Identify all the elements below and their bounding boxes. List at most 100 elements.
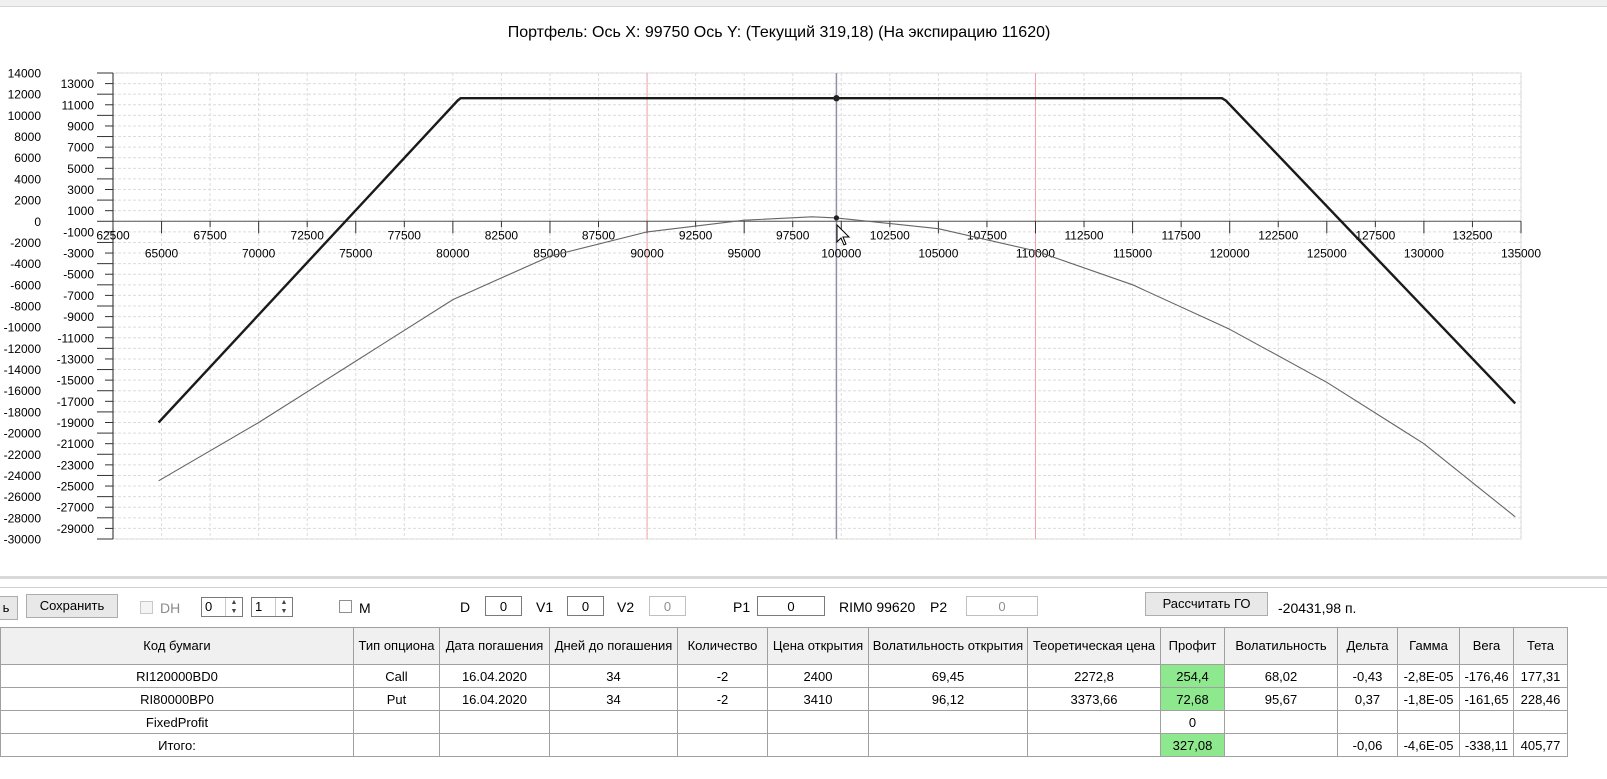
column-header[interactable]: Вега (1459, 627, 1514, 665)
table-cell[interactable] (1459, 710, 1514, 734)
table-cell[interactable] (1027, 710, 1161, 734)
m-checkbox[interactable] (339, 600, 352, 613)
table-cell[interactable] (767, 710, 869, 734)
table-row[interactable]: FixedProfit 0 (0, 710, 1568, 734)
table-cell[interactable]: -176,46 (1459, 664, 1514, 688)
column-header[interactable]: Цена открытия (767, 627, 869, 665)
p1-input[interactable] (757, 596, 825, 616)
table-cell[interactable]: -2 (677, 687, 768, 711)
table-cell[interactable] (353, 710, 440, 734)
column-header[interactable]: Дней до погашения (549, 627, 678, 665)
x-tick-label: 117500 (1162, 228, 1201, 242)
y-tick-label: -2000 (10, 236, 41, 250)
y-tick-label: 13000 (61, 77, 95, 91)
table-cell[interactable] (677, 710, 768, 734)
table-cell[interactable]: FixedProfit (0, 710, 354, 734)
table-cell[interactable]: RI120000BD0 (0, 664, 354, 688)
y-tick-label: -20000 (4, 427, 42, 441)
table-cell[interactable]: 254,4 (1160, 664, 1225, 688)
table-cell[interactable]: -2 (677, 664, 768, 688)
table-cell[interactable]: 0,37 (1337, 687, 1398, 711)
column-header[interactable]: Количество (677, 627, 768, 665)
table-cell[interactable]: -4,6E-05 (1397, 733, 1460, 757)
column-header[interactable]: Гамма (1397, 627, 1460, 665)
table-cell[interactable]: 2272,8 (1027, 664, 1161, 688)
x-tick-label: 85000 (533, 246, 567, 260)
table-cell[interactable] (1224, 710, 1338, 734)
table-cell[interactable]: 327,08 (1160, 733, 1225, 757)
v1-input[interactable] (567, 596, 604, 616)
spin-input-2[interactable]: 1 ▲ ▼ (251, 597, 293, 617)
table-cell[interactable] (677, 733, 768, 757)
table-row[interactable]: RI80000BP0 Put 16.04.2020 34 -2 3410 96,12 3373… (0, 687, 1568, 711)
payoff-chart[interactable]: Портфель: Ось X: 99750 Ось Y: (Текущий 3… (0, 6, 1607, 574)
table-cell[interactable]: -0,06 (1337, 733, 1398, 757)
table-cell[interactable]: 177,31 (1513, 664, 1568, 688)
table-cell[interactable]: 72,68 (1160, 687, 1225, 711)
table-cell[interactable]: Call (353, 664, 440, 688)
spin-arrows-icon[interactable]: ▲ ▼ (225, 598, 242, 616)
table-cell[interactable] (439, 733, 550, 757)
d-input[interactable] (485, 596, 522, 616)
p2-input[interactable] (966, 596, 1038, 616)
table-cell[interactable]: 3410 (767, 687, 869, 711)
table-cell[interactable]: 16.04.2020 (439, 687, 550, 711)
table-cell[interactable]: 34 (549, 687, 678, 711)
splitter[interactable] (0, 576, 1607, 579)
table-row[interactable]: Итого: 327,08 -0,06 -4,6E-05 -338,11 405,77 (0, 733, 1568, 757)
column-header[interactable]: Волатильность (1224, 627, 1338, 665)
cut-off-button[interactable]: ь (0, 596, 18, 620)
spin-input-1[interactable]: 0 ▲ ▼ (201, 597, 243, 617)
table-cell[interactable]: 34 (549, 664, 678, 688)
table-cell[interactable]: 2400 (767, 664, 869, 688)
table-cell[interactable] (549, 733, 678, 757)
table-cell[interactable]: -161,65 (1459, 687, 1514, 711)
table-cell[interactable]: 228,46 (1513, 687, 1568, 711)
column-header[interactable]: Дата погашения (439, 627, 550, 665)
table-cell[interactable] (439, 710, 550, 734)
table-cell[interactable]: -2,8E-05 (1397, 664, 1460, 688)
table-cell[interactable]: Put (353, 687, 440, 711)
table-cell[interactable]: RI80000BP0 (0, 687, 354, 711)
table-cell[interactable] (868, 710, 1028, 734)
table-cell[interactable] (1224, 733, 1338, 757)
dh-checkbox[interactable] (140, 601, 153, 614)
table-cell[interactable]: 0 (1160, 710, 1225, 734)
table-cell[interactable] (1337, 710, 1398, 734)
table-cell[interactable] (868, 733, 1028, 757)
panel-divider (0, 587, 1607, 588)
y-tick-label: -9000 (63, 310, 94, 324)
spin-arrows-icon[interactable]: ▲ ▼ (275, 598, 292, 616)
current-payoff-line (158, 216, 1516, 518)
table-cell[interactable]: -0,43 (1337, 664, 1398, 688)
column-header[interactable]: Код бумаги (0, 627, 354, 665)
table-row[interactable]: RI120000BD0 Call 16.04.2020 34 -2 2400 69,45 22… (0, 664, 1568, 688)
column-header[interactable]: Профит (1160, 627, 1225, 665)
x-tick-label: 105000 (918, 246, 958, 260)
column-header[interactable]: Тета (1513, 627, 1568, 665)
table-cell[interactable]: 96,12 (868, 687, 1028, 711)
table-cell[interactable]: 68,02 (1224, 664, 1338, 688)
table-cell[interactable] (1513, 710, 1568, 734)
save-button[interactable]: Сохранить (26, 594, 118, 618)
column-header[interactable]: Тип опциона (353, 627, 440, 665)
table-cell[interactable] (767, 733, 869, 757)
column-header[interactable]: Дельта (1337, 627, 1398, 665)
table-cell[interactable]: 69,45 (868, 664, 1028, 688)
table-cell[interactable] (353, 733, 440, 757)
table-cell[interactable]: 95,67 (1224, 687, 1338, 711)
column-header[interactable]: Волатильность открытия (868, 627, 1028, 665)
table-cell[interactable]: Итого: (0, 733, 354, 757)
column-header[interactable]: Теоретическая цена (1027, 627, 1161, 665)
table-cell[interactable] (1397, 710, 1460, 734)
table-cell[interactable]: 405,77 (1513, 733, 1568, 757)
v2-input[interactable] (649, 596, 686, 616)
table-cell[interactable]: 16.04.2020 (439, 664, 550, 688)
calculate-margin-button[interactable]: Рассчитать ГО (1145, 592, 1268, 616)
x-tick-label: 65000 (145, 246, 179, 260)
table-cell[interactable] (1027, 733, 1161, 757)
table-cell[interactable]: -1,8E-05 (1397, 687, 1460, 711)
table-cell[interactable] (549, 710, 678, 734)
table-cell[interactable]: 3373,66 (1027, 687, 1161, 711)
table-cell[interactable]: -338,11 (1459, 733, 1514, 757)
